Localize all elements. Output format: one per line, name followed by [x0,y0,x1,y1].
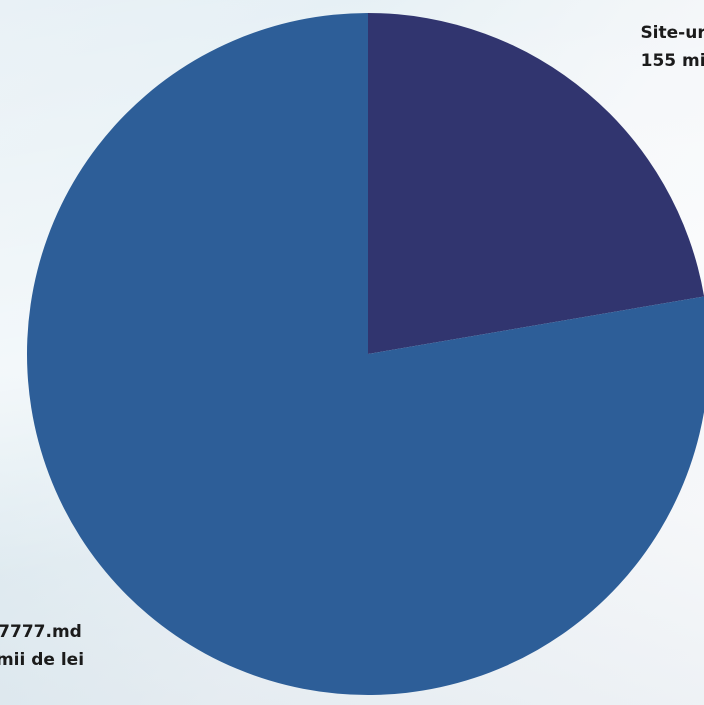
slice-label-site-uri-value: 155 mii [640,51,704,71]
pie-slice-2 [26,13,704,695]
slice-label-site-uri: Site-uri 155 mii [596,19,704,75]
pie-slices [26,13,704,695]
slice-label-7777md-name: 7777.md [0,622,82,642]
pie-slice-1 [368,13,704,354]
slice-label-7777md: 7777.md mii de lei [0,618,160,674]
slice-label-7777md-value: mii de lei [0,650,85,670]
slice-label-site-uri-name: Site-uri [640,23,704,43]
